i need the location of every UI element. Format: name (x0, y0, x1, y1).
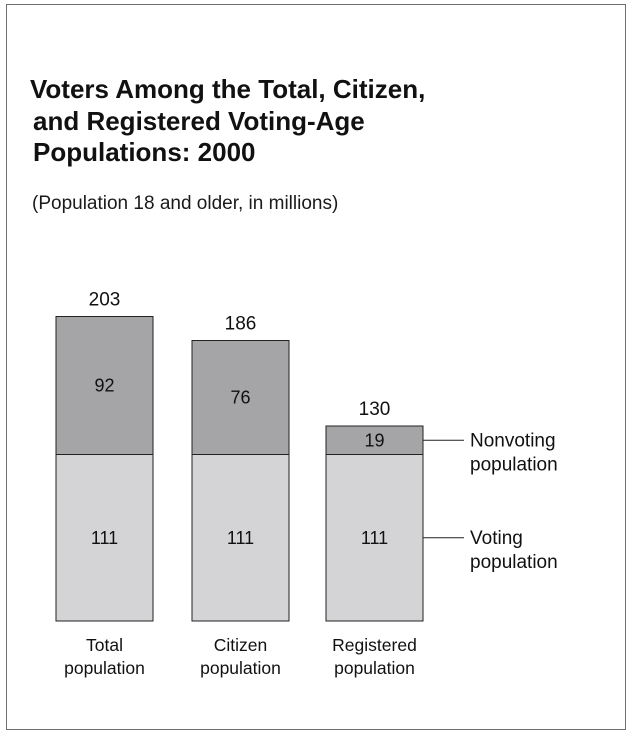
bar-segment-voting (191, 454, 290, 622)
legend-label: Voting (470, 528, 523, 549)
chart-title-line: and Registered Voting-Age (33, 105, 365, 136)
total-label: 130 (359, 399, 391, 420)
data-label: 111 (91, 528, 118, 548)
data-label: 92 (94, 376, 114, 396)
bar-segment-voting (325, 454, 424, 622)
data-label: 111 (361, 528, 388, 548)
x-tick-label: population (64, 658, 145, 678)
chart-subtitle: (Population 18 and older, in millions) (32, 193, 339, 214)
chart-title-line: Voters Among the Total, Citizen, (30, 74, 426, 104)
legend-label: population (470, 552, 558, 573)
legend-label: Nonvoting (470, 430, 556, 451)
bar-segment-voting (55, 454, 154, 622)
bar-segment-nonvoting (55, 316, 154, 455)
x-tick-label: Citizen (214, 635, 268, 655)
x-tick-label: population (334, 658, 415, 678)
chart-title-line: Populations: 2000 (33, 137, 256, 167)
data-label: 111 (227, 528, 254, 548)
data-label: 19 (364, 430, 384, 450)
bar-segment-nonvoting (325, 425, 424, 455)
x-tick-label: Registered (332, 635, 417, 655)
x-tick-label: population (200, 658, 281, 678)
data-label: 76 (230, 388, 250, 408)
total-label: 186 (225, 314, 257, 335)
bar-segment-nonvoting (191, 340, 290, 455)
total-label: 203 (89, 290, 121, 311)
legend-label: population (470, 454, 558, 475)
chart-title: Voters Among the Total, Citizen, and Reg… (30, 74, 425, 169)
x-tick-label: Total (86, 635, 123, 655)
